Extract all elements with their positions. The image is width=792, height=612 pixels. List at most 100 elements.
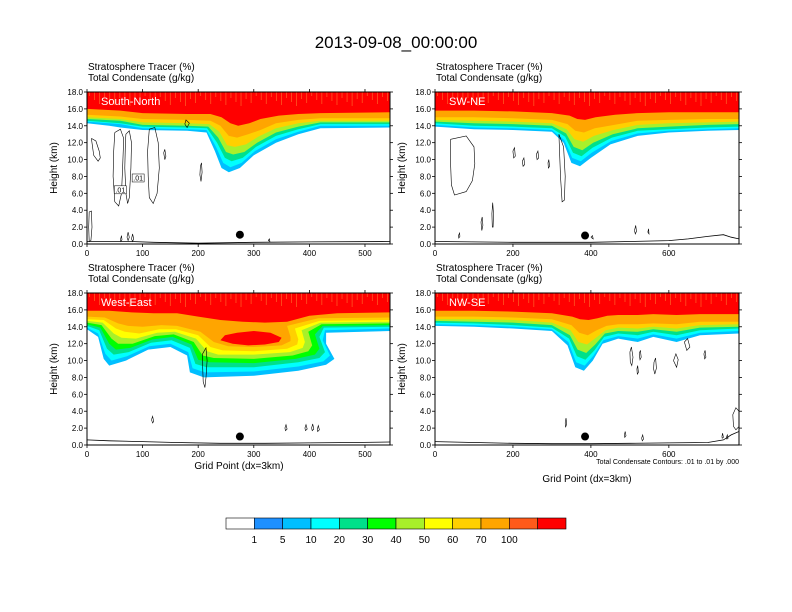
- y-tick-label: 16.0: [67, 105, 83, 114]
- panel-label: SW-NE: [449, 96, 485, 108]
- panel-label: South-North: [101, 96, 160, 108]
- contour-line: [184, 119, 190, 129]
- figure-title: 2013-09-08_00:00:00: [315, 33, 478, 52]
- contour-line: [199, 162, 203, 182]
- location-marker: [581, 231, 590, 240]
- location-marker: [235, 432, 244, 441]
- panel-label: West-East: [101, 297, 152, 309]
- y-tick-label: 6.0: [420, 189, 432, 198]
- contour-line: [450, 135, 476, 196]
- contour-label-box: [114, 185, 127, 195]
- colorbar-swatch: [254, 517, 283, 530]
- colorbar-label: 50: [419, 535, 431, 546]
- y-tick-label: 0.0: [72, 441, 84, 450]
- y-tick-label: 10.0: [415, 156, 431, 165]
- tracer-fill-group: [87, 92, 390, 173]
- streak-texture: [437, 92, 737, 106]
- tracer-layer-100: [435, 92, 739, 120]
- location-marker: [235, 230, 244, 239]
- condensate-contours: .01 .01: [88, 119, 271, 243]
- contour-line: [638, 350, 642, 361]
- contour-line: [458, 231, 461, 239]
- x-tick-label: 200: [506, 249, 520, 258]
- colorbar-swatch: [480, 517, 510, 530]
- x-tick-label: 200: [506, 450, 520, 459]
- tracer-fill-group: [435, 293, 739, 371]
- colorbar-label: 60: [447, 535, 459, 546]
- tracer-fill-group: [87, 293, 390, 378]
- header-condensate: Total Condensate (g/kg): [88, 73, 194, 84]
- colorbar-label: 70: [475, 535, 487, 546]
- y-tick-label: 16.0: [415, 306, 431, 315]
- contour-line: [151, 415, 155, 424]
- panel-frame: [434, 91, 740, 245]
- tracer-layer-100: [87, 92, 390, 126]
- colorbar-label: 5: [280, 535, 286, 546]
- colorbar-swatch: [367, 517, 397, 530]
- y-tick-label: 14.0: [67, 122, 83, 131]
- y-tick-label: 2.0: [72, 424, 84, 433]
- contour-line: [163, 149, 167, 160]
- contour-line: [147, 127, 160, 205]
- y-tick-label: 4.0: [72, 407, 84, 416]
- colorbar-label: 10: [305, 535, 317, 546]
- x-tick-label: 400: [584, 450, 598, 459]
- tracer-core: [220, 331, 282, 346]
- y-axis-label: Height (km): [397, 142, 408, 194]
- x-tick-label: 200: [192, 450, 206, 459]
- contour-line: [512, 146, 516, 159]
- contour-line: [124, 130, 132, 204]
- terrain-line: [87, 439, 390, 444]
- contour-line: [590, 234, 594, 240]
- contour-line: [120, 235, 123, 243]
- x-tick-label: 0: [85, 249, 90, 258]
- colorbar-swatch: [452, 517, 482, 530]
- contour-line: [721, 433, 724, 439]
- y-tick-label: 0.0: [72, 240, 84, 249]
- x-tick-label: 400: [303, 249, 317, 258]
- y-tick-label: 4.0: [420, 407, 432, 416]
- y-tick-label: 10.0: [67, 357, 83, 366]
- colorbar-label: 100: [501, 535, 518, 546]
- y-tick-label: 6.0: [72, 390, 84, 399]
- x-tick-label: 300: [247, 450, 261, 459]
- panel-west-east: 0.0 2.0 4.0 6.0 8.0 10.0 12.0 14.0 16.0 18.0 0 100 2…: [49, 263, 393, 459]
- contour-line: [624, 431, 627, 439]
- contour-line: [547, 159, 550, 169]
- header-tracer: Stratosphere Tracer (%): [436, 62, 543, 73]
- colorbar-swatch: [424, 517, 453, 530]
- y-tick-label: 0.0: [420, 441, 432, 450]
- colorbar-swatch: [339, 517, 368, 530]
- y-tick-label: 18.0: [67, 88, 83, 97]
- x-tick-label: 100: [136, 450, 150, 459]
- y-tick-label: 4.0: [72, 206, 84, 215]
- terrain-line: [435, 431, 739, 445]
- colorbar-label: 1: [252, 535, 258, 546]
- x-tick-label: 300: [247, 249, 261, 258]
- contour-line: [491, 202, 494, 228]
- tracer-layer-100: [435, 293, 739, 320]
- x-tick-label: 200: [192, 249, 206, 258]
- colorbar-label: 30: [362, 535, 374, 546]
- contour-line: [647, 228, 650, 235]
- panel-nw-se: 0.0 2.0 4.0 6.0 8.0 10.0 12.0 14.0 16.0 18.0 0 200 4…: [397, 263, 742, 459]
- colorbar-swatch: [537, 517, 567, 530]
- y-tick-label: 18.0: [415, 289, 431, 298]
- panel-south-north: .01 .01 0.0 2.0 4.0 6.0 8.0 10.0 12.0 14.0 16.0 18.…: [49, 62, 393, 258]
- xlabel-left: Grid Point (dx=3km): [194, 461, 283, 472]
- contour-line: [641, 433, 644, 442]
- streak-texture: [89, 92, 388, 106]
- contour-line: [91, 138, 101, 162]
- y-tick-label: 14.0: [67, 323, 83, 332]
- y-tick-label: 12.0: [415, 139, 431, 148]
- contour-line: [311, 423, 315, 432]
- y-tick-label: 8.0: [72, 172, 84, 181]
- y-tick-label: 6.0: [420, 390, 432, 399]
- contour-line: [564, 417, 568, 428]
- panels: .01 .01 0.0 2.0 4.0 6.0 8.0 10.0 12.0 14.0 16.0 18.…: [49, 62, 742, 459]
- y-tick-label: 14.0: [415, 323, 431, 332]
- header-tracer: Stratosphere Tracer (%): [88, 62, 195, 73]
- colorbar-label: 20: [334, 535, 346, 546]
- y-tick-label: 8.0: [420, 172, 432, 181]
